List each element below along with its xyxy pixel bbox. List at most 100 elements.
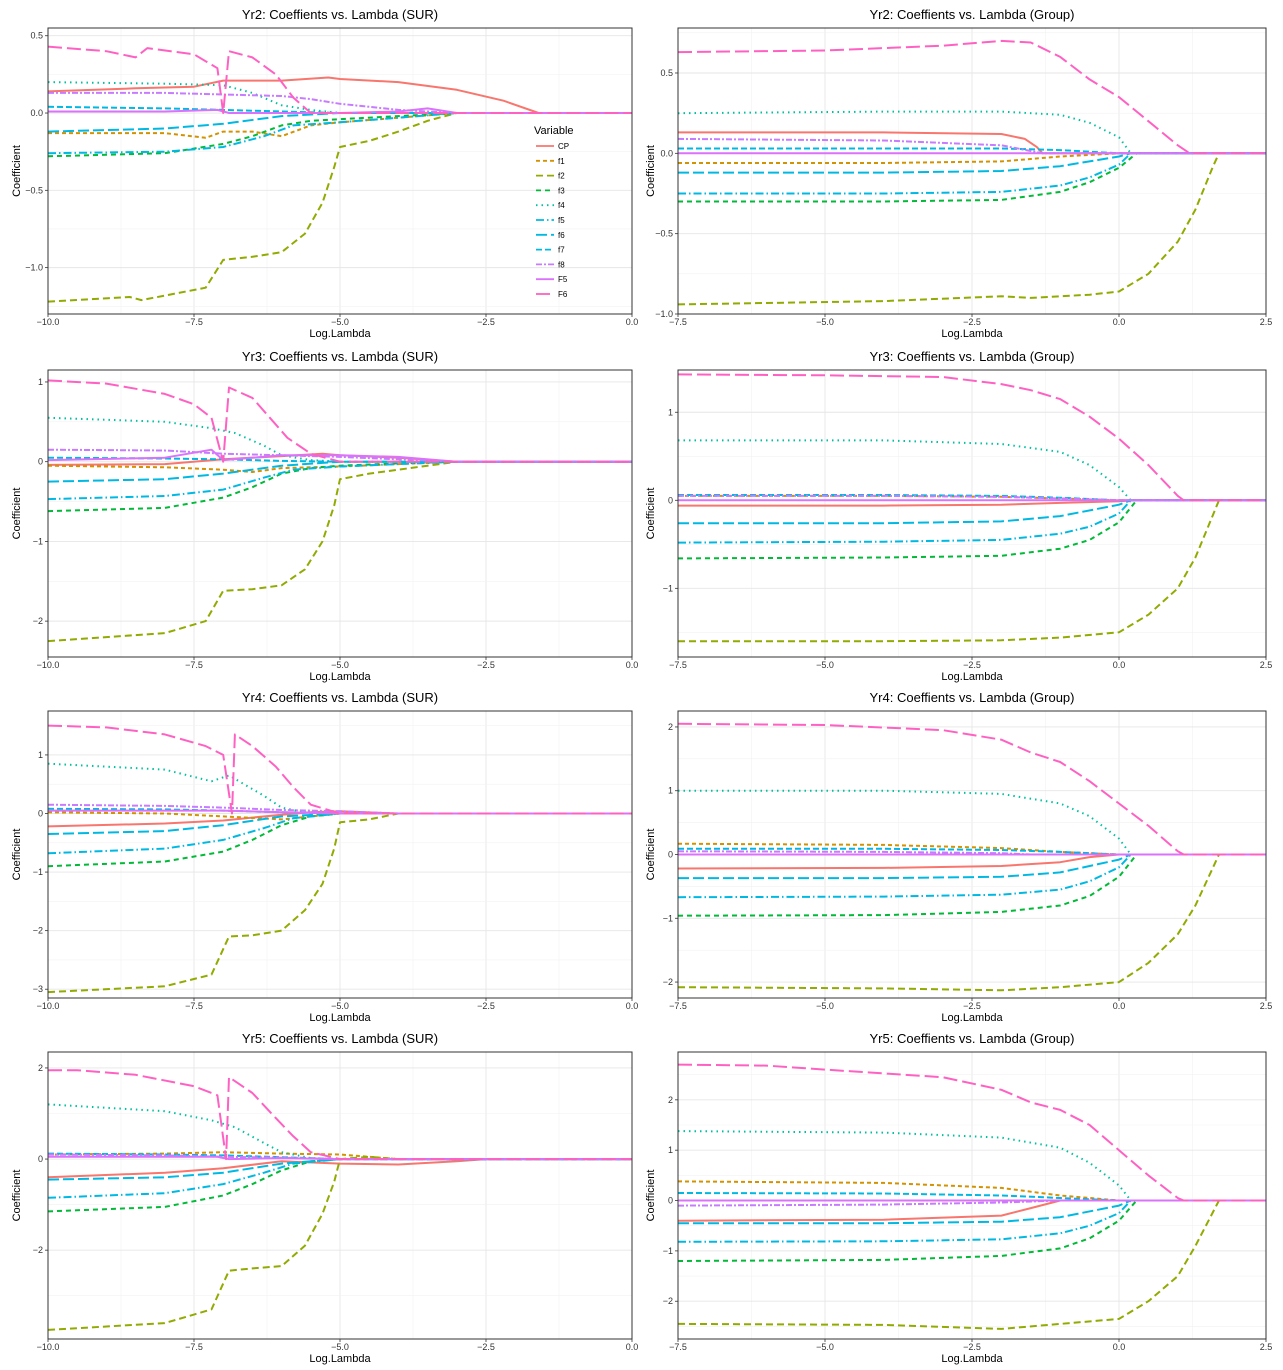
x-tick-label: −7.5: [185, 1001, 203, 1011]
series-line-f1: [48, 460, 632, 473]
series-line-f8: [48, 91, 632, 114]
legend-label-f3: f3: [558, 186, 565, 195]
chart-title: Yr5: Coeffients vs. Lambda (SUR): [242, 1031, 438, 1046]
series-line-f3: [48, 460, 632, 513]
series-group: [678, 1063, 1266, 1330]
series-line-F6: [48, 45, 632, 114]
y-tick-label: 1: [38, 750, 43, 760]
series-line-f4: [48, 81, 632, 114]
series-line-f4: [48, 416, 632, 463]
axis-ticks: −10.0 −7.5 −5.0 −2.5 0.0 −1.0 −0.5 0.0 0.5: [25, 31, 638, 327]
series-line-CP: [48, 76, 632, 114]
x-tick-label: −2.5: [963, 1342, 981, 1352]
y-tick-label: −1: [33, 536, 43, 546]
series-line-f8: [678, 1199, 1266, 1207]
y-tick-label: −2: [663, 977, 673, 987]
series-line-f4: [678, 789, 1266, 856]
series-line-f4: [48, 762, 632, 815]
x-tick-label: 2.5: [1260, 660, 1273, 670]
series-line-f7: [678, 147, 1266, 155]
x-tick-label: 0.0: [626, 1001, 639, 1011]
x-tick-label: 2.5: [1260, 1342, 1273, 1352]
series-line-f2: [48, 460, 632, 643]
y-tick-label: −0.5: [25, 185, 43, 195]
x-tick-label: −5.0: [331, 317, 349, 327]
x-tick-label: 0.0: [626, 1342, 639, 1352]
x-tick-label: 2.5: [1260, 1001, 1273, 1011]
x-tick-label: −7.5: [669, 1001, 687, 1011]
x-tick-label: −2.5: [477, 317, 495, 327]
x-tick-label: −2.5: [477, 660, 495, 670]
y-tick-label: −1.0: [25, 263, 43, 273]
legend-label-f6: f6: [558, 231, 565, 240]
x-axis-label: Log.Lambda: [941, 328, 1003, 340]
x-tick-label: −7.5: [669, 660, 687, 670]
series-line-F6: [678, 722, 1266, 856]
y-tick-label: 0.0: [30, 108, 43, 118]
y-axis-label: Coefficient: [11, 829, 23, 881]
series-line-F6: [48, 1069, 632, 1161]
series-line-f5: [48, 112, 632, 155]
chart-title: Yr4: Coeffients vs. Lambda (Group): [870, 690, 1075, 705]
series-line-f6: [48, 1158, 632, 1181]
x-tick-label: −7.5: [669, 317, 687, 327]
x-tick-label: −2.5: [963, 1001, 981, 1011]
y-tick-label: 1: [668, 786, 673, 796]
x-tick-label: −2.5: [477, 1001, 495, 1011]
chart-title: Yr2: Coeffients vs. Lambda (SUR): [242, 7, 438, 22]
x-axis-label: Log.Lambda: [941, 671, 1003, 683]
x-tick-label: 0.0: [1113, 1342, 1126, 1352]
series-group: [48, 45, 632, 303]
legend-label-f8: f8: [558, 260, 565, 269]
legend-label-CP: CP: [558, 142, 569, 151]
y-tick-label: 0: [668, 850, 673, 860]
x-tick-label: −10.0: [37, 660, 60, 670]
series-line-f2: [48, 812, 632, 994]
chart-title: Yr2: Coeffients vs. Lambda (Group): [870, 7, 1075, 22]
series-line-f2: [678, 499, 1266, 643]
y-tick-label: 2: [668, 722, 673, 732]
series-line-f3: [48, 812, 632, 868]
series-line-f3: [678, 499, 1266, 560]
legend-label-F5: F5: [558, 275, 568, 284]
x-tick-label: 0.0: [1113, 1001, 1126, 1011]
legend-label-f7: f7: [558, 246, 565, 255]
y-tick-label: 0.0: [660, 148, 673, 158]
axis-ticks: −7.5 −5.0 −2.5 0.0 2.5 −1.0 −0.5 0.0 0.5: [655, 68, 1272, 327]
x-tick-label: 0.0: [626, 660, 639, 670]
series-group: [678, 373, 1266, 643]
x-axis-label: Log.Lambda: [309, 1353, 371, 1365]
x-axis-label: Log.Lambda: [309, 328, 371, 340]
y-tick-label: −2: [33, 1245, 43, 1255]
series-group: [48, 1069, 632, 1331]
y-axis-label: Coefficient: [645, 1170, 657, 1222]
y-axis-label: Coefficient: [645, 145, 657, 197]
x-tick-label: −7.5: [185, 660, 203, 670]
x-tick-label: 0.0: [1113, 660, 1126, 670]
x-tick-label: −10.0: [37, 1342, 60, 1352]
y-tick-label: 0: [38, 457, 43, 467]
series-line-f1: [678, 1180, 1266, 1202]
series-line-f2: [678, 152, 1266, 306]
x-axis-label: Log.Lambda: [941, 1012, 1003, 1024]
y-tick-label: 2: [38, 1063, 43, 1073]
legend-label-f5: f5: [558, 216, 565, 225]
y-tick-label: 0: [38, 1154, 43, 1164]
y-tick-label: −1: [33, 867, 43, 877]
chart-title: Yr3: Coeffients vs. Lambda (Group): [870, 349, 1075, 364]
axis-ticks: −10.0 −7.5 −5.0 −2.5 0.0 −2 −1 0 1: [33, 377, 639, 670]
x-tick-label: 2.5: [1260, 317, 1273, 327]
y-tick-label: 1: [668, 407, 673, 417]
legend-label-f1: f1: [558, 157, 565, 166]
x-tick-label: −7.5: [185, 1342, 203, 1352]
y-axis-label: Coefficient: [11, 488, 23, 540]
x-tick-label: −7.5: [185, 317, 203, 327]
